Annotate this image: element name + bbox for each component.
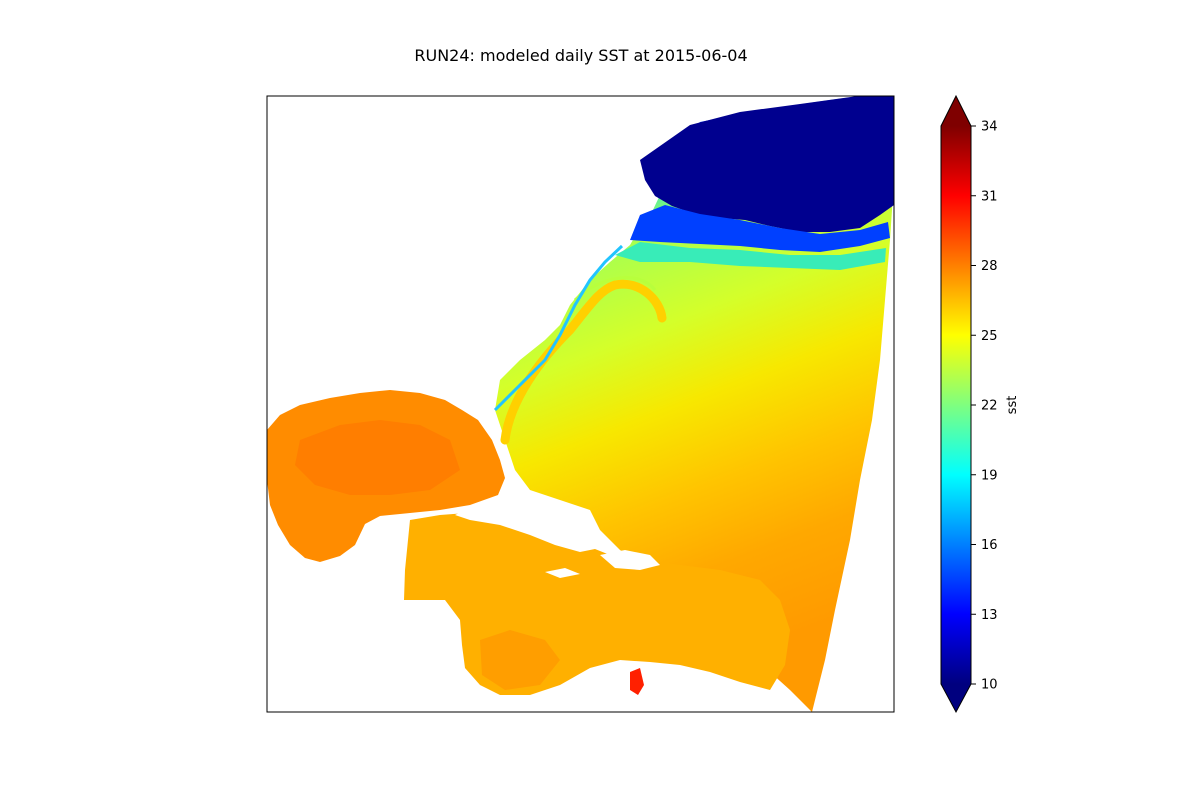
jamaica-mask bbox=[545, 568, 580, 578]
colorbar-tick-label: 31 bbox=[981, 189, 998, 204]
colorbar-tick-label: 25 bbox=[981, 329, 998, 344]
colorbar: 10 13 16 19 22 25 28 31 34 sst bbox=[940, 94, 1020, 714]
nova-scotia-shelf bbox=[640, 96, 894, 232]
chart-title: RUN24: modeled daily SST at 2015-06-04 bbox=[414, 46, 747, 65]
colorbar-tick-label: 16 bbox=[981, 538, 998, 553]
hispaniola-mask bbox=[600, 550, 660, 570]
gulf-stream bbox=[500, 279, 667, 445]
caribbean-warm-patch bbox=[480, 630, 560, 690]
map-axes bbox=[266, 95, 895, 713]
colorbar-tick-label: 34 bbox=[981, 120, 998, 135]
gulf-warm-core bbox=[295, 420, 460, 495]
cuba-mask bbox=[455, 505, 600, 552]
sst-field bbox=[267, 96, 894, 712]
colorbar-extend-min bbox=[941, 684, 971, 712]
colorbar-tick-label: 13 bbox=[981, 608, 998, 623]
venezuela-basin-hotspot bbox=[630, 668, 644, 695]
colorbar-extend-max bbox=[941, 96, 971, 126]
colorbar-tick-label: 28 bbox=[981, 259, 998, 274]
coastal-fringe bbox=[493, 244, 624, 412]
colorbar-body bbox=[941, 126, 971, 684]
colorbar-label: sst bbox=[1005, 396, 1020, 415]
shelf-break-band bbox=[615, 242, 886, 270]
colorbar-tick-label: 19 bbox=[981, 468, 998, 483]
colorbar-tick-label: 22 bbox=[981, 399, 998, 414]
gulf-of-maine-band bbox=[630, 205, 890, 252]
colorbar-tick-label: 10 bbox=[981, 678, 998, 693]
colorbar-ticks: 10 13 16 19 22 25 28 31 34 bbox=[971, 120, 998, 693]
axes-frame bbox=[266, 95, 895, 713]
